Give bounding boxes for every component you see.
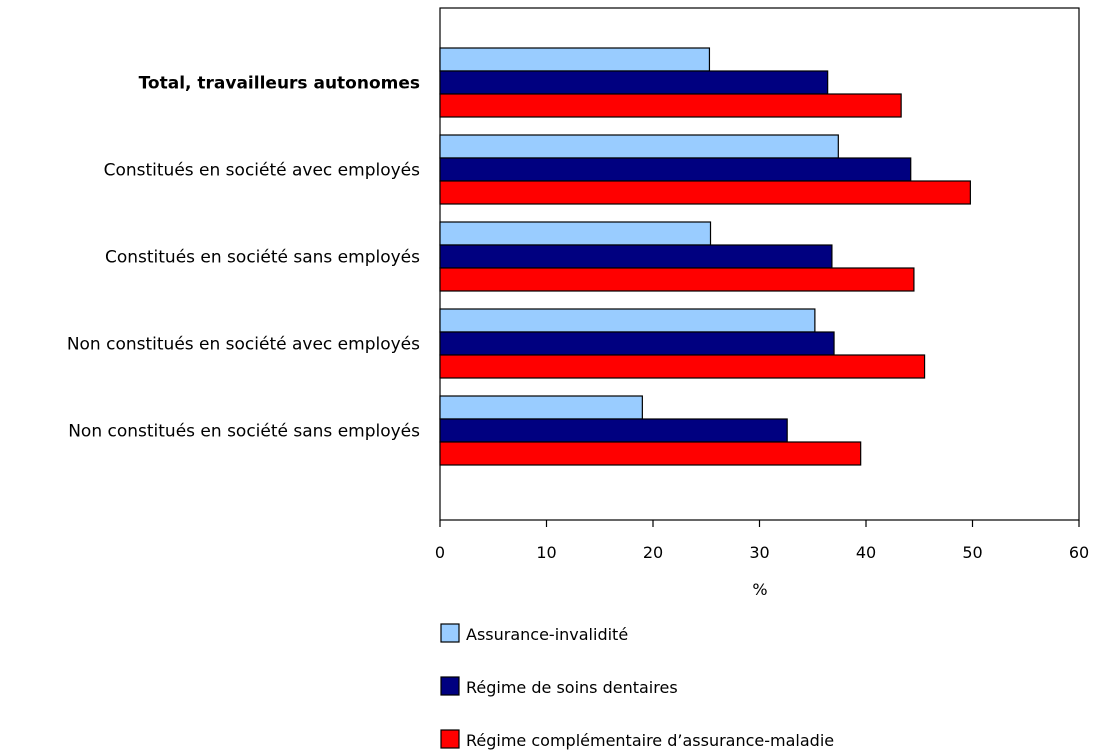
category-label: Total, travailleurs autonomes <box>139 74 420 94</box>
x-tick-label: 40 <box>856 543 876 562</box>
x-tick-label: 10 <box>536 543 556 562</box>
x-tick-label: 0 <box>435 543 445 562</box>
x-tick-label: 60 <box>1069 543 1089 562</box>
axes: Total, travailleurs autonomes Constitués … <box>67 74 1089 563</box>
bar <box>439 354 926 379</box>
category-label: Non constitués en société avec employés <box>67 335 420 355</box>
bar <box>439 157 912 182</box>
bar <box>439 93 902 118</box>
legend-swatch <box>440 623 460 643</box>
bar <box>439 267 915 292</box>
bar <box>439 134 839 159</box>
legend-swatch <box>440 676 460 696</box>
legend-swatch <box>440 729 460 749</box>
bar <box>439 180 971 205</box>
bar <box>439 47 711 72</box>
bars <box>439 47 971 466</box>
bar <box>439 221 712 246</box>
bar <box>439 244 833 269</box>
bar <box>439 395 643 420</box>
x-tick-label: 50 <box>962 543 982 562</box>
x-tick-label: 20 <box>643 543 663 562</box>
x-axis-title: % <box>752 580 767 599</box>
bar <box>439 418 788 443</box>
category-label: Constitués en société sans employés <box>105 248 420 268</box>
legend-label: Régime de soins dentaires <box>466 678 678 697</box>
bar <box>439 331 835 356</box>
bar <box>439 70 829 95</box>
legend: Assurance-invalidité Régime de soins dent… <box>440 623 834 750</box>
legend-label: Assurance-invalidité <box>466 625 628 644</box>
legend-label: Régime complémentaire d’assurance-maladi… <box>466 731 834 750</box>
bar <box>439 441 862 466</box>
bar <box>439 308 816 333</box>
category-label: Non constitués en société sans employés <box>68 422 420 442</box>
category-label: Constitués en société avec employés <box>104 161 421 181</box>
x-tick-label: 30 <box>749 543 769 562</box>
